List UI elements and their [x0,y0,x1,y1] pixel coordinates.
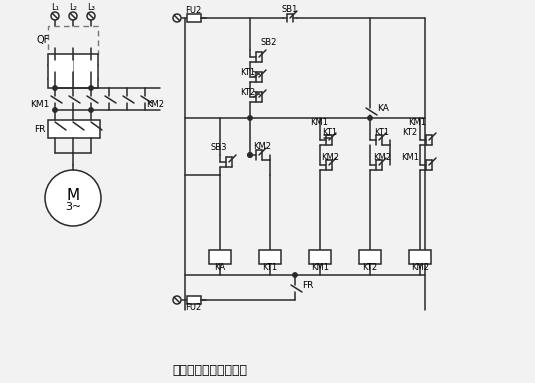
Text: 3~: 3~ [65,202,81,212]
Text: KM1: KM1 [30,100,50,108]
Text: KA: KA [215,262,226,272]
Text: KM2: KM2 [146,100,164,108]
Circle shape [51,12,59,20]
Text: FU2: FU2 [185,303,201,313]
Text: FR: FR [302,280,314,290]
Text: L₂: L₂ [69,3,77,11]
Bar [48,54,98,88]
Text: 定时自动循环控制电路: 定时自动循环控制电路 [172,363,248,376]
Text: KM2: KM2 [411,262,429,272]
Circle shape [89,108,93,112]
Circle shape [69,12,77,20]
Circle shape [248,153,252,157]
Bar [48,26,98,54]
Text: SB3: SB3 [210,142,226,152]
Circle shape [248,116,252,120]
Text: M: M [66,188,80,203]
Text: KM2: KM2 [253,141,271,151]
Bar [209,250,231,264]
Text: KM2: KM2 [321,152,339,162]
Text: KT2: KT2 [240,87,255,97]
Bar [187,296,201,304]
Circle shape [53,86,57,90]
Bar [359,250,381,264]
Text: SB2: SB2 [260,38,277,46]
Circle shape [173,296,181,304]
Bar [48,120,100,138]
Circle shape [368,116,372,120]
Circle shape [173,14,181,22]
Bar [187,14,201,22]
Circle shape [45,170,101,226]
Text: FR: FR [34,124,45,134]
Bar [409,250,431,264]
Circle shape [87,12,95,20]
Text: KM1: KM1 [310,118,328,126]
Circle shape [293,273,297,277]
Text: KT2: KT2 [402,128,417,136]
Text: KT2: KT2 [362,262,378,272]
Circle shape [89,86,93,90]
Text: KM1: KM1 [408,118,426,126]
Text: KM1: KM1 [401,152,419,162]
Text: KT1: KT1 [240,67,255,77]
Text: KA: KA [377,103,389,113]
Bar [309,250,331,264]
Text: KT1: KT1 [374,128,389,136]
Text: L₁: L₁ [51,3,59,11]
Text: KM1: KM1 [311,262,329,272]
Text: SB1: SB1 [282,5,298,13]
Circle shape [53,108,57,112]
Text: L₃: L₃ [87,3,95,11]
Text: KM2: KM2 [373,152,391,162]
Text: QF: QF [36,35,50,45]
Text: KT1: KT1 [323,128,338,136]
Bar [259,250,281,264]
Text: FU2: FU2 [185,5,201,15]
Circle shape [248,153,252,157]
Text: KT1: KT1 [263,262,278,272]
